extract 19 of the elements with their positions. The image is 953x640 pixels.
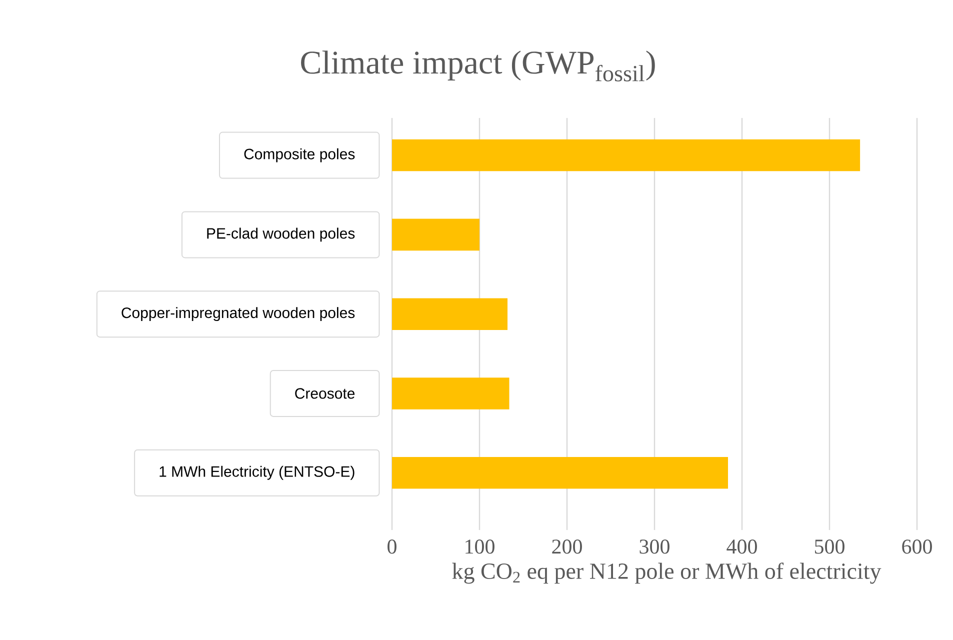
bar xyxy=(392,139,860,172)
y-tick-label: Creosote xyxy=(295,388,355,399)
x-tick-label: 200 xyxy=(552,540,582,554)
y-tick-label: 1 MWh Electricity (ENTSO-E) xyxy=(160,466,354,480)
chart-title: Climate impact (GWP$_{fossil}$) xyxy=(301,50,655,82)
y-tick-label: PE-clad wooden poles xyxy=(207,228,355,242)
bar xyxy=(392,298,508,330)
x-tick-label: 0 xyxy=(388,540,396,554)
bar xyxy=(392,378,510,410)
bar xyxy=(392,456,728,489)
bar xyxy=(392,218,480,251)
x-axis-title: kg CO$_{2}$ eq per N12 pole or MWh of electricity xyxy=(452,562,882,584)
x-tick-label: 400 xyxy=(726,540,757,554)
y-tick-label: Composite poles xyxy=(244,148,355,162)
x-tick-label: 600 xyxy=(902,540,932,554)
y-tick-label: Copper-impregnated wooden poles xyxy=(122,307,355,322)
x-tick-label: 300 xyxy=(640,540,670,554)
x-tick-label: 100 xyxy=(466,540,494,554)
x-tick-label: 500 xyxy=(814,540,844,554)
